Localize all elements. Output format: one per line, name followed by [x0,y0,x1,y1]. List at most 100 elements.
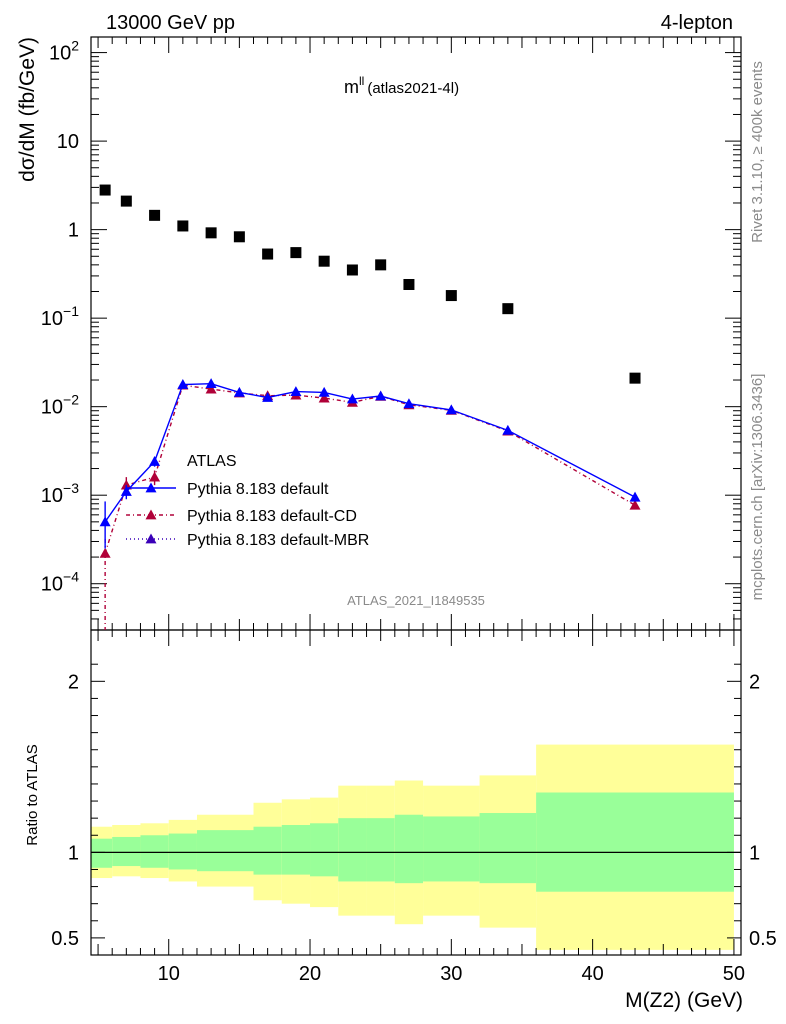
legend-marker-default [145,482,157,493]
title-sup: ll [359,74,364,88]
title-sub: (atlas2021-4l) [367,80,459,97]
title-main: m [344,77,359,97]
ytick-exp: −2 [63,392,79,408]
ytick-exp: −4 [63,569,79,585]
main-ytick-label: 10−2 [41,392,79,419]
x-tick-label: 50 [723,963,745,985]
pythia-default-marker [120,486,132,496]
x-tick-label: 40 [582,963,604,985]
pythia-default-marker [445,404,457,415]
atlas-data-point [502,303,514,315]
pythia-default-line [104,382,636,523]
atlas-data-point [177,220,189,232]
pythia-default-marker [318,386,330,397]
ratio-ytick-label: 0.5 [51,928,79,950]
ratio-band-inner [168,833,197,870]
atlas-data-point [629,372,641,384]
atlas-data-point [346,264,358,276]
main-ytick-label: 10 [57,131,79,153]
ratio-band-inner [479,813,537,884]
pythia-default-cd-marker [149,471,161,482]
ytick-base: 10 [41,485,63,507]
main-frame [90,36,742,631]
legend-label-cd: Pythia 8.183 default-CD [187,508,357,525]
ratio-band-inner [366,818,395,882]
analysis-id: ATLAS_2021_I1849535 [347,593,485,608]
legend-marker-cd [145,509,157,520]
atlas-data-point [262,248,274,260]
ratio-ytick-label-right: 2 [749,671,760,693]
ytick-base: 10 [41,397,63,419]
rivet-label: Rivet 3.1.10, ≥ 400k events [749,61,766,243]
series-layer [99,184,641,630]
pythia-default-marker [290,386,302,397]
atlas-data-point [205,227,217,239]
ytick-base: 10 [41,574,63,596]
ratio-band-inner [281,825,311,875]
ytick-exp: −3 [63,480,79,496]
pythia-default-cd-marker [120,479,132,490]
atlas-data-point [290,247,302,259]
pythia-default-marker [233,386,245,397]
pythia-default-marker [403,398,415,409]
x-axis-label: M(Z2) (GeV) [625,989,743,1012]
main-y-axis-label: dσ/dM (fb/GeV) [16,37,39,182]
ratio-band-inner [112,836,141,867]
pythia-default-marker [177,379,189,389]
ratio-bands [91,744,734,950]
process-label: 4-lepton [661,12,733,34]
ratio-ytick-label: 2 [68,671,79,693]
pythia-default-marker [149,456,161,466]
atlas-data-point [99,184,111,196]
atlas-data-point [233,231,245,243]
ratio-band-inner [423,816,480,882]
chart-title: mll (atlas2021-4l) [344,74,459,97]
ratio-band-inner [140,835,169,868]
ratio-band-inner [536,792,734,892]
pythia-default-cd-marker [629,499,641,510]
legend-label-data: ATLAS [187,453,237,470]
pythia-default-marker [346,393,358,404]
pythia-default-marker [205,378,217,389]
atlas-data-point [403,278,415,290]
ytick-exp: −1 [63,303,79,319]
ratio-band-inner [253,826,282,875]
legend-marker-mbr [145,533,157,544]
ratio-y-axis-label: Ratio to ATLAS [24,744,41,845]
x-tick-label: 20 [299,963,321,985]
ratio-ytick-label-right: 0.5 [749,928,777,950]
ytick-exp: 2 [71,38,79,54]
main-ytick-label: 10−4 [41,569,79,596]
ratio-ytick-label: 1 [68,842,79,864]
ratio-band-inner [91,838,113,868]
ratio-band-inner [394,814,424,884]
ratio-band-inner [338,818,367,882]
mcplots-label: mcplots.cern.ch [arXiv:1306.3436] [749,374,766,601]
pythia-default-cd-marker [99,547,111,558]
energy-label: 13000 GeV pp [106,12,235,34]
pythia-default-marker [629,491,641,502]
pythia-default-marker [99,516,111,527]
main-ytick-label: 10−1 [41,303,79,330]
legend: ATLAS Pythia 8.183 default Pythia 8.183 de… [126,453,369,549]
pythia-default-cd-line [104,384,636,554]
atlas-data-point [120,195,132,207]
ratio-band-inner [310,823,339,877]
ytick-base: 10 [41,308,63,330]
main-ytick-label: 1 [68,220,79,242]
pythia-default-marker [262,391,274,402]
ytick-base: 10 [49,43,71,65]
atlas-data-point [445,290,457,302]
pythia-default-cd-marker [205,383,217,394]
pythia-default-cd-marker [318,392,330,403]
main-ytick-label: 10−3 [41,480,79,507]
atlas-data-point [149,209,161,221]
legend-label-mbr: Pythia 8.183 default-MBR [187,532,369,549]
x-tick-label: 10 [158,963,180,985]
ratio-axes: 0.5 0.51 12 210 20 30 40 50 [51,37,777,985]
x-tick-label: 30 [440,963,462,985]
ratio-ytick-label-right: 1 [749,842,760,864]
atlas-data-point [375,259,387,271]
